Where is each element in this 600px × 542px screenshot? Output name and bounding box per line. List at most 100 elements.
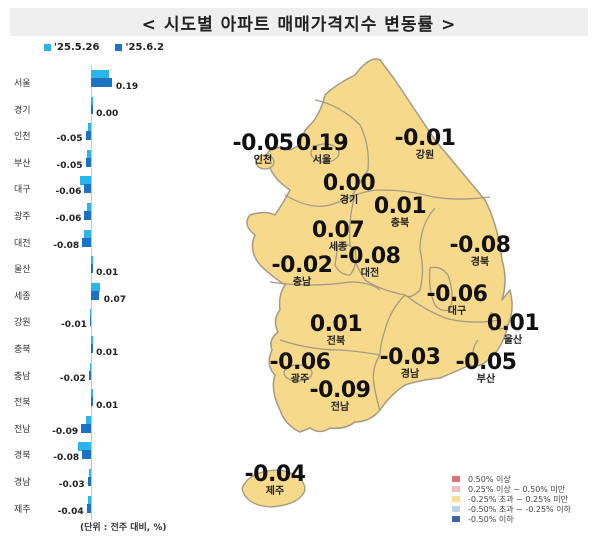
border-ulsan (487, 311, 506, 331)
bar-value-label: -0.09 (52, 426, 79, 437)
border-gyeonggi-chung (284, 189, 381, 207)
map-region-label: -0.06 대구 (427, 284, 488, 318)
map-region-label: -0.04 제주 (245, 464, 306, 498)
bar-row: 경남 -0.03 (0, 469, 200, 499)
border-jeonbuk-jeonnam (279, 339, 381, 356)
region-name: 대전 (360, 268, 380, 279)
bar-value-label: 0.07 (103, 294, 127, 305)
legend-label: -0.50% 초과 ~ -0.25% 이하 (468, 504, 571, 514)
bar-value-label: -0.05 (56, 134, 83, 145)
bar-this-week (82, 237, 91, 247)
bar-prev-week (86, 203, 91, 212)
region-name: 세종 (328, 242, 348, 253)
border-jeonnam-gyeongnam (372, 354, 381, 411)
bar-value-label: -0.06 (55, 214, 82, 224)
bar-row: 광주 -0.06 (0, 203, 200, 233)
bar-row: 대전 -0.08 (0, 229, 200, 260)
bar-value-label: -0.08 (53, 453, 80, 464)
bar-row: 인천 -0.05 (0, 123, 200, 153)
region-label: 대전 (14, 238, 31, 249)
border-gyeongnam-gyeongbuk (404, 294, 501, 323)
region-label: 제주 (14, 504, 31, 515)
gwangju-shape (283, 364, 313, 382)
bar-prev-week (77, 442, 91, 452)
bar-value-label: 0.01 (96, 268, 119, 279)
region-name: 제주 (265, 486, 285, 497)
map-legend-row: -0.50% 초과 ~ -0.25% 이하 (452, 504, 571, 514)
jeju-shape (241, 469, 306, 508)
map-labels: -0.05 인천 0.19 서울 -0.01 강원 0.00 경기 0.01 충북 0.07 세종 -0… (230, 50, 570, 510)
region-label: 전북 (14, 398, 31, 409)
bar-this-week (84, 211, 91, 220)
bar-this-week (82, 450, 91, 460)
map-region-label: -0.05 부산 (456, 352, 517, 386)
map-region-label: -0.08 대전 (340, 246, 401, 280)
region-name: 경기 (339, 195, 359, 206)
bar-this-week (86, 503, 91, 513)
legend-label: -0.50% 이하 (468, 514, 514, 524)
map-legend-row: 0.50% 이상 (452, 474, 571, 484)
bar-legend: '25.5.26 '25.6.2 (44, 42, 164, 53)
legend-swatch-1 (452, 486, 460, 492)
bar-this-week (91, 397, 93, 407)
border-gyeonggi-gangwon (314, 99, 369, 201)
bar-row: 경기 0.00 (0, 96, 200, 127)
seoul-shape (310, 143, 340, 163)
bar-chart: 서울 0.19 경기 0.00 인천 -0.05 부산 -0.05 대구 -0.06 광주 -0.06… (0, 60, 200, 520)
bar-this-week (84, 184, 91, 194)
bar-row: 부산 -0.05 (0, 149, 200, 180)
daejeon-shape (334, 243, 357, 276)
region-name: 울산 (503, 335, 523, 346)
region-name: 충북 (390, 218, 410, 229)
region-value: -0.03 (379, 345, 441, 370)
region-value: -0.08 (339, 244, 401, 269)
bar-this-week (87, 477, 91, 486)
legend-swatch-4 (452, 516, 460, 522)
map-legend-row: -0.25% 초과 ~ 0.25% 미만 (452, 494, 571, 504)
legend-swatch-this-week (115, 44, 123, 51)
region-label: 광주 (14, 212, 31, 222)
border-jeonbuk-gyeongnam (379, 294, 406, 356)
legend-label-prev-week: '25.5.26 (54, 42, 100, 53)
region-value: -0.02 (271, 253, 333, 278)
region-value: 0.01 (486, 311, 540, 336)
bar-row: 충남 -0.02 (0, 362, 200, 393)
bar-value-label: 0.00 (96, 108, 119, 119)
bar-prev-week (88, 469, 91, 478)
bar-this-week (91, 290, 99, 300)
region-value: 0.19 (295, 131, 349, 156)
bar-this-week (85, 157, 91, 167)
region-value: -0.06 (269, 350, 331, 375)
map-region-label: -0.05 인천 (233, 133, 294, 167)
region-name: 전북 (326, 336, 346, 347)
map-region-label: 0.00 경기 (322, 171, 376, 207)
region-label: 강원 (14, 318, 31, 329)
region-name: 인천 (253, 155, 273, 166)
bar-prev-week (86, 149, 91, 159)
region-value: 0.00 (322, 171, 376, 196)
map-region-label: 0.01 울산 (486, 311, 540, 347)
daegu-shape (428, 266, 453, 312)
bar-prev-week (80, 176, 91, 186)
region-label: 전남 (14, 424, 31, 435)
bar-value-label: 0.01 (96, 401, 119, 412)
map-region-label: -0.09 전남 (310, 380, 371, 414)
bar-this-week (91, 344, 93, 353)
region-value: -0.09 (309, 378, 371, 403)
map-legend-row: -0.50% 이하 (452, 514, 571, 524)
bar-value-label: -0.06 (55, 187, 82, 198)
border-busan (472, 339, 479, 363)
region-value: -0.05 (232, 131, 294, 156)
region-label: 서울 (14, 79, 31, 89)
bar-value-label: -0.08 (53, 240, 80, 251)
region-name: 경남 (400, 369, 420, 380)
border-chungbuk-gyeongbuk (404, 207, 436, 298)
region-label: 인천 (14, 132, 31, 143)
legend-item-this-week: '25.6.2 (115, 42, 164, 53)
legend-label: 0.25% 이상 ~ 0.50% 미만 (468, 484, 566, 494)
map-region-label: -0.02 충남 (272, 255, 333, 289)
bar-prev-week (87, 495, 91, 505)
bar-prev-week (85, 415, 91, 425)
bar-row: 전북 0.01 (0, 389, 200, 419)
bar-this-week (88, 370, 91, 380)
